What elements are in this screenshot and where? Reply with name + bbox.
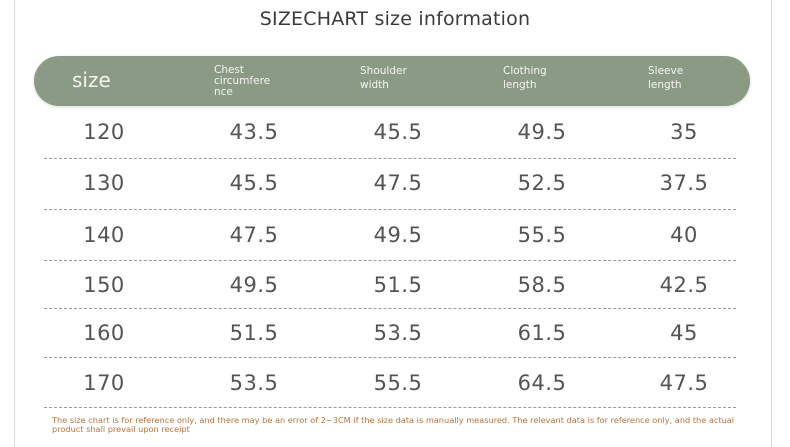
cell-size: 170 bbox=[83, 371, 125, 395]
table-row: 120 43.5 45.5 49.5 35 bbox=[0, 108, 790, 158]
cell-clothing-length: 64.5 bbox=[517, 371, 567, 395]
row-divider bbox=[44, 209, 736, 210]
header-sleeve-length: Sleeve length bbox=[648, 65, 684, 91]
header-size: size bbox=[72, 68, 111, 92]
cell-chest: 47.5 bbox=[229, 223, 279, 247]
cell-clothing-length: 55.5 bbox=[517, 223, 567, 247]
cell-chest: 49.5 bbox=[229, 273, 279, 297]
cell-size: 130 bbox=[83, 171, 125, 195]
cell-chest: 45.5 bbox=[229, 171, 279, 195]
cell-sleeve-length: 45 bbox=[670, 321, 698, 345]
table-header: size Chest circumfere nce Shoulder width… bbox=[34, 56, 750, 106]
table-row: 140 47.5 49.5 55.5 40 bbox=[0, 211, 790, 261]
cell-shoulder: 55.5 bbox=[373, 371, 423, 395]
cell-sleeve-length: 47.5 bbox=[659, 371, 709, 395]
header-chest: Chest circumfere nce bbox=[214, 64, 271, 98]
table-row: 170 53.5 55.5 64.5 47.5 bbox=[0, 359, 790, 409]
table-row: 150 49.5 51.5 58.5 42.5 bbox=[0, 261, 790, 311]
header-shoulder: Shoulder width bbox=[360, 65, 407, 91]
table-row: 130 45.5 47.5 52.5 37.5 bbox=[0, 159, 790, 209]
row-divider bbox=[44, 407, 736, 408]
table-row: 160 51.5 53.5 61.5 45 bbox=[0, 309, 790, 359]
cell-shoulder: 51.5 bbox=[373, 273, 423, 297]
cell-sleeve-length: 35 bbox=[670, 120, 698, 144]
cell-sleeve-length: 37.5 bbox=[659, 171, 709, 195]
disclaimer-note: The size chart is for reference only, an… bbox=[52, 415, 735, 434]
cell-shoulder: 53.5 bbox=[373, 321, 423, 345]
cell-clothing-length: 49.5 bbox=[517, 120, 567, 144]
page-title: SIZECHART size information bbox=[259, 8, 531, 30]
cell-clothing-length: 61.5 bbox=[517, 321, 567, 345]
cell-clothing-length: 52.5 bbox=[517, 171, 567, 195]
cell-shoulder: 47.5 bbox=[373, 171, 423, 195]
row-divider bbox=[44, 260, 736, 261]
header-clothing-length: Clothing length bbox=[503, 65, 547, 91]
cell-clothing-length: 58.5 bbox=[517, 273, 567, 297]
row-divider bbox=[44, 158, 736, 159]
cell-sleeve-length: 40 bbox=[670, 223, 698, 247]
row-divider bbox=[44, 357, 736, 358]
cell-size: 150 bbox=[83, 273, 125, 297]
cell-size: 120 bbox=[83, 120, 125, 144]
cell-shoulder: 49.5 bbox=[373, 223, 423, 247]
cell-shoulder: 45.5 bbox=[373, 120, 423, 144]
cell-size: 160 bbox=[83, 321, 125, 345]
cell-chest: 51.5 bbox=[229, 321, 279, 345]
row-divider bbox=[44, 308, 736, 309]
cell-chest: 53.5 bbox=[229, 371, 279, 395]
cell-sleeve-length: 42.5 bbox=[659, 273, 709, 297]
cell-chest: 43.5 bbox=[229, 120, 279, 144]
cell-size: 140 bbox=[83, 223, 125, 247]
